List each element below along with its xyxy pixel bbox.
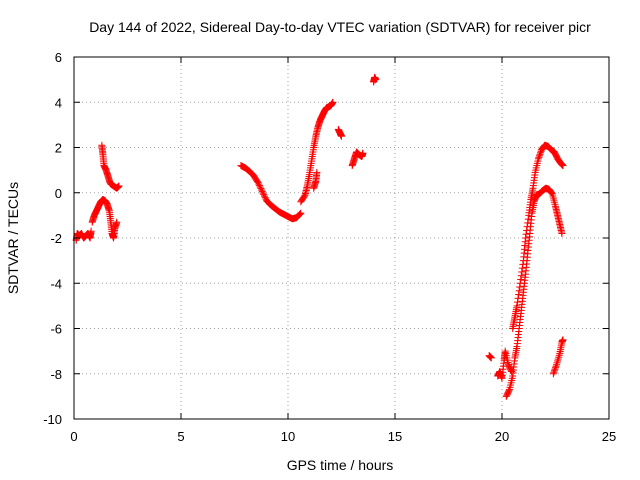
data-point — [555, 353, 563, 361]
data-point — [516, 279, 524, 287]
data-point — [559, 336, 567, 344]
data-point — [260, 192, 268, 200]
data-point — [535, 153, 543, 161]
data-point — [554, 355, 562, 363]
y-tick-label: -6 — [50, 322, 62, 337]
data-point — [516, 283, 524, 291]
data-point — [313, 168, 321, 176]
data-point — [255, 180, 263, 188]
data-point — [372, 76, 380, 84]
data-point — [505, 387, 513, 395]
grid-lines — [74, 57, 609, 419]
data-point — [329, 98, 337, 106]
data-point — [518, 264, 526, 272]
data-point — [297, 209, 305, 217]
x-tick-label: 20 — [495, 429, 509, 444]
data-point — [552, 364, 559, 372]
data-point — [552, 362, 560, 370]
data-point — [554, 357, 562, 365]
data-point — [519, 260, 527, 268]
data-point — [523, 223, 531, 231]
data-point — [258, 186, 266, 194]
data-point — [522, 230, 530, 238]
x-tick-label: 5 — [177, 429, 184, 444]
data-point — [338, 132, 345, 140]
data-point — [514, 298, 522, 306]
x-tick-label: 10 — [281, 429, 295, 444]
data-point — [254, 179, 262, 187]
data-point — [524, 219, 532, 227]
data-point — [517, 272, 525, 280]
data-point — [559, 162, 567, 170]
data-point — [258, 188, 266, 196]
data-point — [295, 211, 303, 219]
data-point — [553, 361, 561, 369]
data-point — [257, 185, 265, 193]
data-point — [87, 227, 95, 235]
data-point — [551, 365, 559, 373]
data-point — [515, 291, 523, 299]
data-point — [550, 367, 558, 375]
data-point — [514, 294, 522, 302]
y-tick-label: 6 — [55, 50, 62, 65]
data-point — [115, 182, 123, 190]
x-axis-label: GPS time / hours — [287, 457, 394, 473]
data-point — [524, 215, 532, 223]
data-point — [255, 182, 263, 190]
data-point — [553, 359, 561, 367]
data-point — [515, 287, 523, 295]
data-point — [549, 370, 557, 378]
data-point — [296, 210, 304, 218]
data-point — [261, 194, 269, 202]
data-point — [535, 152, 543, 160]
data-point — [508, 367, 516, 375]
data-point — [534, 155, 542, 163]
y-tick-label: -10 — [43, 412, 62, 427]
chart-title: Day 144 of 2022, Sidereal Day-to-day VTE… — [89, 19, 591, 35]
data-point — [517, 275, 525, 283]
x-tick-label: 25 — [602, 429, 616, 444]
data-point — [513, 302, 521, 310]
data-point — [522, 234, 530, 242]
data-points — [72, 73, 567, 400]
data-point — [523, 226, 531, 234]
y-tick-label: -4 — [50, 276, 62, 291]
y-tick-label: 0 — [55, 186, 62, 201]
y-tick-label: 4 — [55, 95, 62, 110]
data-point — [558, 229, 566, 237]
y-axis-label: SDTVAR / TECUs — [5, 182, 21, 294]
y-tick-label: 2 — [55, 141, 62, 156]
data-point — [537, 149, 545, 157]
data-point — [487, 354, 495, 362]
data-point — [555, 351, 563, 359]
data-point — [259, 189, 267, 197]
data-point — [536, 150, 544, 158]
x-tick-label: 0 — [70, 429, 77, 444]
data-point — [113, 218, 121, 226]
y-tick-label: -8 — [50, 367, 62, 382]
data-point — [359, 149, 367, 157]
data-point — [550, 368, 558, 376]
x-tick-label: 15 — [388, 429, 402, 444]
data-point — [260, 191, 268, 199]
data-point — [547, 188, 555, 196]
axis-ticks: 0 5 10 15 20 25 -10 -8 -6 -4 -2 0 2 4 6 — [43, 50, 616, 444]
data-point — [256, 183, 264, 191]
data-point — [518, 268, 526, 276]
y-tick-label: -2 — [50, 231, 62, 246]
